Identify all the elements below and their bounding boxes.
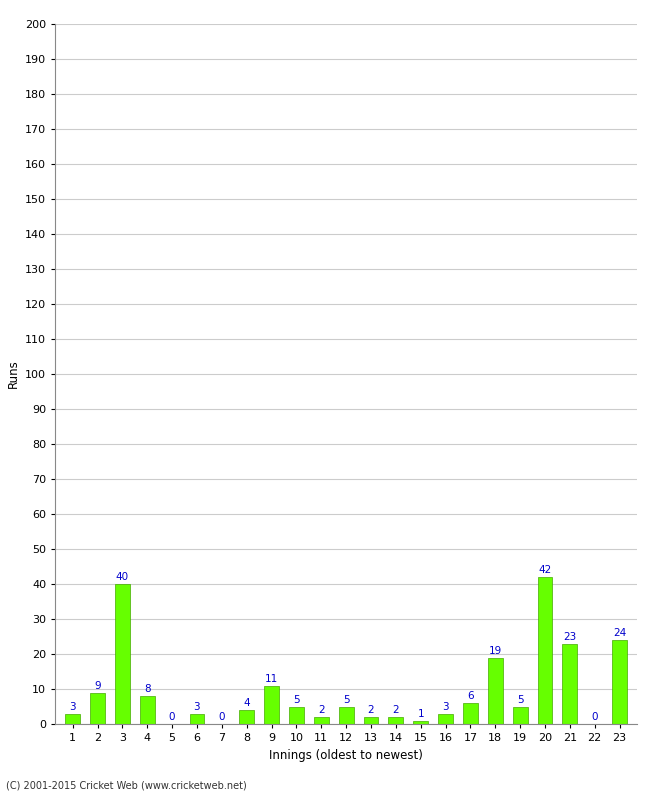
Text: 2: 2 bbox=[368, 706, 374, 715]
X-axis label: Innings (oldest to newest): Innings (oldest to newest) bbox=[269, 749, 423, 762]
Text: 2: 2 bbox=[318, 706, 324, 715]
Text: 9: 9 bbox=[94, 681, 101, 690]
Bar bbox=[389, 717, 403, 724]
Bar bbox=[140, 696, 155, 724]
Bar bbox=[488, 658, 502, 724]
Bar bbox=[90, 693, 105, 724]
Text: 6: 6 bbox=[467, 691, 474, 702]
Text: 0: 0 bbox=[592, 712, 598, 722]
Bar bbox=[538, 577, 552, 724]
Text: 5: 5 bbox=[517, 694, 523, 705]
Bar bbox=[190, 714, 204, 724]
Bar bbox=[413, 721, 428, 724]
Text: 3: 3 bbox=[442, 702, 449, 712]
Bar bbox=[239, 710, 254, 724]
Text: 2: 2 bbox=[393, 706, 399, 715]
Text: 23: 23 bbox=[564, 632, 577, 642]
Text: 4: 4 bbox=[243, 698, 250, 708]
Bar bbox=[463, 703, 478, 724]
Bar bbox=[65, 714, 80, 724]
Bar bbox=[264, 686, 279, 724]
Text: 0: 0 bbox=[218, 712, 225, 722]
Bar bbox=[115, 584, 130, 724]
Text: 3: 3 bbox=[70, 702, 76, 712]
Text: 3: 3 bbox=[194, 702, 200, 712]
Text: (C) 2001-2015 Cricket Web (www.cricketweb.net): (C) 2001-2015 Cricket Web (www.cricketwe… bbox=[6, 781, 247, 790]
Bar bbox=[612, 640, 627, 724]
Text: 5: 5 bbox=[293, 694, 300, 705]
Text: 42: 42 bbox=[538, 566, 552, 575]
Bar bbox=[314, 717, 329, 724]
Bar bbox=[289, 706, 304, 724]
Bar bbox=[438, 714, 453, 724]
Text: 24: 24 bbox=[613, 628, 626, 638]
Bar bbox=[363, 717, 378, 724]
Text: 19: 19 bbox=[489, 646, 502, 656]
Text: 1: 1 bbox=[417, 709, 424, 718]
Text: 11: 11 bbox=[265, 674, 278, 684]
Text: 40: 40 bbox=[116, 572, 129, 582]
Bar bbox=[513, 706, 528, 724]
Text: 0: 0 bbox=[169, 712, 176, 722]
Text: 5: 5 bbox=[343, 694, 350, 705]
Text: 8: 8 bbox=[144, 684, 151, 694]
Bar bbox=[562, 643, 577, 724]
Y-axis label: Runs: Runs bbox=[6, 360, 20, 388]
Bar bbox=[339, 706, 354, 724]
